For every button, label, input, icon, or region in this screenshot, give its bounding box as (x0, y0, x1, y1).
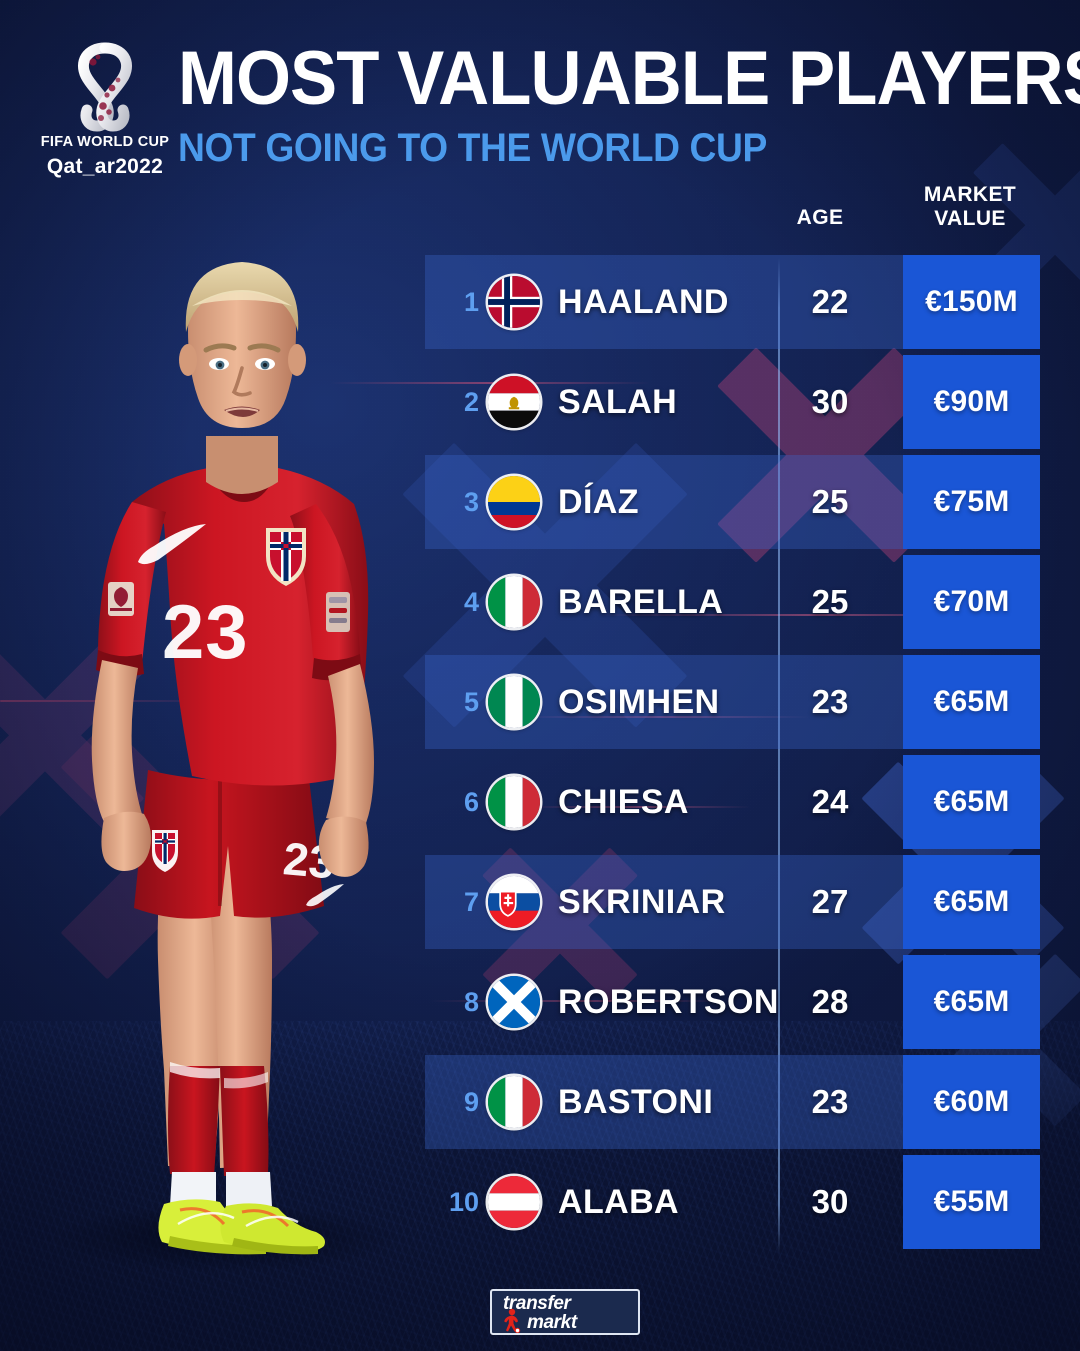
player-age: 23 (811, 683, 849, 720)
player-age: 23 (811, 1083, 849, 1120)
rank-number: 2 (463, 386, 479, 417)
title-block: MOST VALUABLE PLAYERS NOT GOING TO THE W… (178, 36, 1080, 170)
player-name: BASTONI (558, 1082, 714, 1121)
column-header-market-value-line2: VALUE (934, 206, 1006, 230)
flag-icon-ng (488, 676, 540, 728)
player-name: OSIMHEN (558, 682, 720, 721)
table-row[interactable]: 10 ALABA 30 €55M (425, 1155, 1040, 1255)
fifa-logo-line1: FIFA WORLD CUP (40, 134, 170, 150)
page-title: MOST VALUABLE PLAYERS (178, 36, 1080, 121)
player-name: ROBERTSON (558, 982, 779, 1021)
flag-icon-it (488, 576, 540, 628)
player-name: SALAH (558, 382, 678, 421)
player-age: 30 (811, 1183, 849, 1220)
footballer-icon (504, 1308, 521, 1333)
player-market-value: €65M (903, 755, 1040, 849)
table-row[interactable]: 2 SALAH 30 €90M (425, 355, 1040, 455)
rank-number: 9 (463, 1086, 479, 1117)
player-age: 24 (811, 783, 849, 820)
transfermarkt-logo: transfer markt (490, 1289, 640, 1335)
player-market-value: €70M (903, 555, 1040, 649)
player-market-value: €90M (903, 355, 1040, 449)
flag-icon-at (488, 1176, 540, 1228)
player-market-value: €55M (903, 1155, 1040, 1249)
player-name: SKRINIAR (558, 882, 726, 921)
page-subtitle: NOT GOING TO THE WORLD CUP (178, 125, 767, 170)
table-row[interactable]: 4 BARELLA 25 €70M (425, 555, 1040, 655)
flag-icon-co (488, 476, 540, 528)
fifa-logo-line2: Qat_ar2022 (46, 155, 164, 178)
player-market-value: €60M (903, 1055, 1040, 1149)
column-divider (778, 258, 780, 1253)
rank-number: 6 (463, 786, 479, 817)
page-header: FIFA WORLD CUP Qat_ar2022 MOST VALUABLE … (0, 0, 1080, 190)
table-row[interactable]: 5 OSIMHEN 23 €65M (425, 655, 1040, 755)
flag-icon-sk (488, 876, 540, 928)
column-header-market-value-line1: MARKET (923, 183, 1017, 206)
flag-icon-no (488, 276, 540, 328)
table-row[interactable]: 7 SKRINIAR 27 €65M (425, 855, 1040, 955)
player-name: DÍAZ (558, 482, 639, 521)
rank-number: 5 (463, 686, 479, 717)
player-age: 22 (811, 283, 849, 320)
player-age: 28 (811, 983, 849, 1020)
player-age: 27 (811, 883, 849, 920)
table-row[interactable]: 9 BASTONI 23 €60M (425, 1055, 1040, 1155)
flag-icon-it (488, 1076, 540, 1128)
player-name: BARELLA (558, 582, 724, 621)
footer-logo: transfer markt (490, 1289, 640, 1335)
rank-number: 8 (463, 986, 479, 1017)
rank-number: 10 (448, 1186, 479, 1217)
table-row[interactable]: 3 DÍAZ 25 €75M (425, 455, 1040, 555)
rank-number: 7 (463, 886, 479, 917)
player-market-value: €150M (903, 255, 1040, 349)
player-name: ALABA (558, 1182, 679, 1221)
column-header-market-value: MARKET VALUE (900, 183, 1040, 230)
fifa-world-cup-logo: FIFA WORLD CUP Qat_ar2022 (40, 38, 170, 178)
transfermarkt-logo-line2: markt (527, 1312, 577, 1333)
flag-icon-sc (488, 976, 540, 1028)
rank-number: 4 (463, 586, 479, 617)
table-row[interactable]: 1 HAALAND 22 €150M (425, 255, 1040, 355)
column-header-age: AGE (796, 206, 844, 229)
player-age: 25 (811, 583, 849, 620)
table-row[interactable]: 6 CHIESA 24 €65M (425, 755, 1040, 855)
table-row[interactable]: 8 ROBERTSON 28 €65M (425, 955, 1040, 1055)
player-age: 25 (811, 483, 849, 520)
column-headers: AGE MARKET VALUE (0, 178, 1080, 250)
player-market-value: €75M (903, 455, 1040, 549)
transfermarkt-logo-line1: transfer (503, 1293, 571, 1314)
rank-number: 3 (463, 486, 479, 517)
svg-text:23: 23 (162, 590, 249, 675)
player-name: CHIESA (558, 782, 689, 821)
player-market-value: €65M (903, 655, 1040, 749)
player-market-value: €65M (903, 955, 1040, 1049)
rank-number: 1 (463, 286, 479, 317)
player-photo: 23 23 (20, 210, 440, 1275)
flag-icon-it (488, 776, 540, 828)
player-age: 30 (811, 383, 849, 420)
player-name: HAALAND (558, 282, 729, 321)
flag-icon-eg (488, 376, 540, 428)
player-market-value: €65M (903, 855, 1040, 949)
